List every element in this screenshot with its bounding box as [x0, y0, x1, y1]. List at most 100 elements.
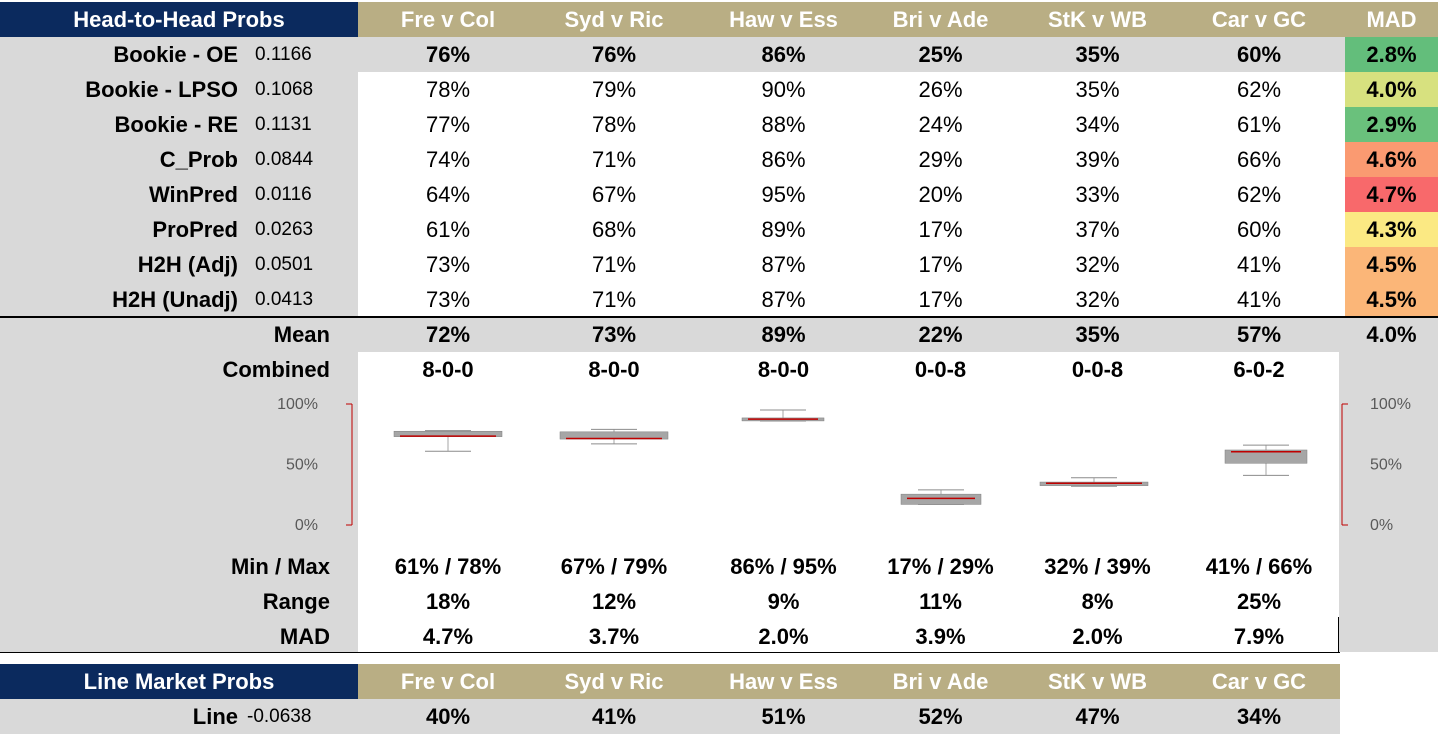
prob-cell: 66%: [1236, 147, 1282, 172]
range-row-cell: 25%: [1236, 589, 1282, 614]
label-band: [0, 247, 358, 282]
label-band: [0, 212, 358, 247]
model-row: Bookie - LPSO 0.1068 78% 79% 90% 26% 35% 62% 4.0…: [0, 72, 1438, 107]
prob-cell: 76%: [425, 42, 471, 67]
prob-cell: 67%: [591, 182, 637, 207]
mad-row: MAD 4.7% 3.7% 2.0% 3.9% 2.0% 7.9%: [0, 619, 1438, 654]
model-row: H2H (Adj) 0.0501 73% 71% 87% 17% 32% 41% 4.5%: [0, 247, 1438, 282]
header-band: [358, 2, 1438, 37]
prob-cell: 86%: [761, 147, 806, 172]
prob-cell: 62%: [1236, 182, 1282, 207]
mad-cell: 4.5%: [1345, 282, 1438, 317]
line-name: Line: [192, 704, 238, 729]
prob-cell: 76%: [591, 42, 637, 67]
line-match-header: StK v WB: [1048, 669, 1147, 694]
model-row: H2H (Unadj) 0.0413 73% 71% 87% 17% 32% 41% 4.5%: [0, 282, 1438, 317]
prob-cell: 17%: [918, 252, 963, 277]
y-tick-label: 50%: [1370, 457, 1402, 474]
model-row: WinPred 0.0116 64% 67% 95% 20% 33% 62% 4.7%: [0, 177, 1438, 212]
line-cell: 40%: [425, 704, 471, 729]
combined-row-label: Combined: [222, 357, 330, 382]
prob-cell: 60%: [1236, 42, 1282, 67]
prob-cell: 32%: [1075, 252, 1120, 277]
model-score: 0.0413: [255, 289, 314, 310]
model-name: ProPred: [152, 217, 238, 242]
prob-cell: 79%: [591, 77, 637, 102]
y-tick-label: 50%: [286, 457, 318, 474]
range-row-cell: 8%: [1081, 589, 1114, 614]
mean-row: Mean 72% 73% 89% 22% 35% 57% 4.0%: [0, 317, 1438, 352]
minmax-row-cell: 41% / 66%: [1205, 554, 1313, 579]
divider: [0, 316, 1438, 318]
minmax-row-cell: 67% / 79%: [560, 554, 668, 579]
model-row: C_Prob 0.0844 74% 71% 86% 29% 39% 66% 4.6%: [0, 142, 1438, 177]
mean-row-cell: 72%: [425, 322, 471, 347]
prob-cell: 73%: [425, 287, 471, 312]
prob-cell: 71%: [591, 252, 637, 277]
prob-cell: 32%: [1075, 287, 1120, 312]
y-tick-label: 0%: [1370, 517, 1393, 534]
model-name: WinPred: [148, 182, 238, 207]
boxplot-svg: 100% 100% 50% 50% 0% 0%: [277, 396, 1411, 534]
prob-cell: 71%: [591, 287, 637, 312]
divider: [0, 652, 1340, 653]
right-band: [1339, 352, 1438, 652]
mad-cell: 2.8%: [1345, 37, 1438, 72]
prob-cell: 33%: [1075, 182, 1120, 207]
model-row: Bookie - OE 0.1166 76% 76% 86% 25% 35% 60% 2.8%: [0, 37, 1438, 72]
line-match-header: Syd v Ric: [564, 669, 664, 694]
match-header: Haw v Ess: [729, 7, 838, 32]
mean-row-cell: 89%: [761, 322, 806, 347]
mean-row-label: Mean: [273, 322, 330, 347]
minmax-row-cell: 86% / 95%: [730, 554, 837, 579]
row-band: [358, 37, 1345, 72]
mean-row-cell: 35%: [1075, 322, 1120, 347]
prob-cell: 37%: [1075, 217, 1120, 242]
mad-row-cell: 3.7%: [588, 624, 640, 649]
line-cell: 47%: [1075, 704, 1120, 729]
model-name: H2H (Unadj): [112, 287, 238, 312]
label-band: [0, 282, 358, 317]
match-header: Car v GC: [1211, 7, 1307, 32]
prob-cell: 86%: [761, 42, 806, 67]
y-tick-label: 100%: [277, 396, 318, 413]
prob-cell: 77%: [425, 112, 471, 137]
model-row: Bookie - RE 0.1131 77% 78% 88% 24% 34% 61% 2.9%: [0, 107, 1438, 142]
prob-cell: 61%: [1236, 112, 1282, 137]
label-band: [0, 142, 358, 177]
mad-cell: 2.9%: [1345, 107, 1438, 142]
range-row-label: Range: [262, 589, 330, 614]
prob-cell: 90%: [761, 77, 806, 102]
range-row-cell: 11%: [919, 589, 962, 614]
divider: [1338, 617, 1339, 652]
label-band: [0, 177, 358, 212]
mad-row-cell: 4.7%: [422, 624, 474, 649]
combined-row-cell: 8-0-0: [422, 357, 474, 382]
prob-cell: 20%: [918, 182, 963, 207]
combined-row-cell: 0-0-8: [914, 357, 967, 382]
mean-row-cell: 57%: [1236, 322, 1282, 347]
combined-row-cell: 6-0-2: [1233, 357, 1285, 382]
line-score: -0.0638: [247, 706, 312, 727]
line-match-header: Car v GC: [1211, 669, 1307, 694]
mad-cell: 4.7%: [1345, 177, 1438, 212]
line-row: Line -0.0638 40% 41% 51% 52% 47% 34%: [0, 699, 1340, 734]
left-band: [0, 352, 358, 652]
model-name: Bookie - LPSO: [85, 77, 238, 102]
prob-cell: 41%: [1236, 287, 1282, 312]
mad-cell: 4.6%: [1345, 142, 1438, 177]
prob-cell: 78%: [425, 77, 471, 102]
prob-cell: 35%: [1075, 77, 1120, 102]
mad-row-label: MAD: [279, 624, 330, 649]
model-name: C_Prob: [159, 147, 238, 172]
prob-cell: 24%: [918, 112, 963, 137]
range-row: Range 18% 12% 9% 11% 8% 25%: [0, 584, 1438, 619]
y-tick-label: 100%: [1370, 396, 1411, 413]
prob-cell: 17%: [918, 287, 963, 312]
mad-row-cell: 2.0%: [758, 624, 809, 649]
match-header: Bri v Ade: [892, 7, 989, 32]
prob-cell: 68%: [591, 217, 637, 242]
mad-row-cell: 3.9%: [915, 624, 966, 649]
model-score: 0.1166: [255, 44, 312, 65]
combined-row-cell: 8-0-0: [588, 357, 640, 382]
